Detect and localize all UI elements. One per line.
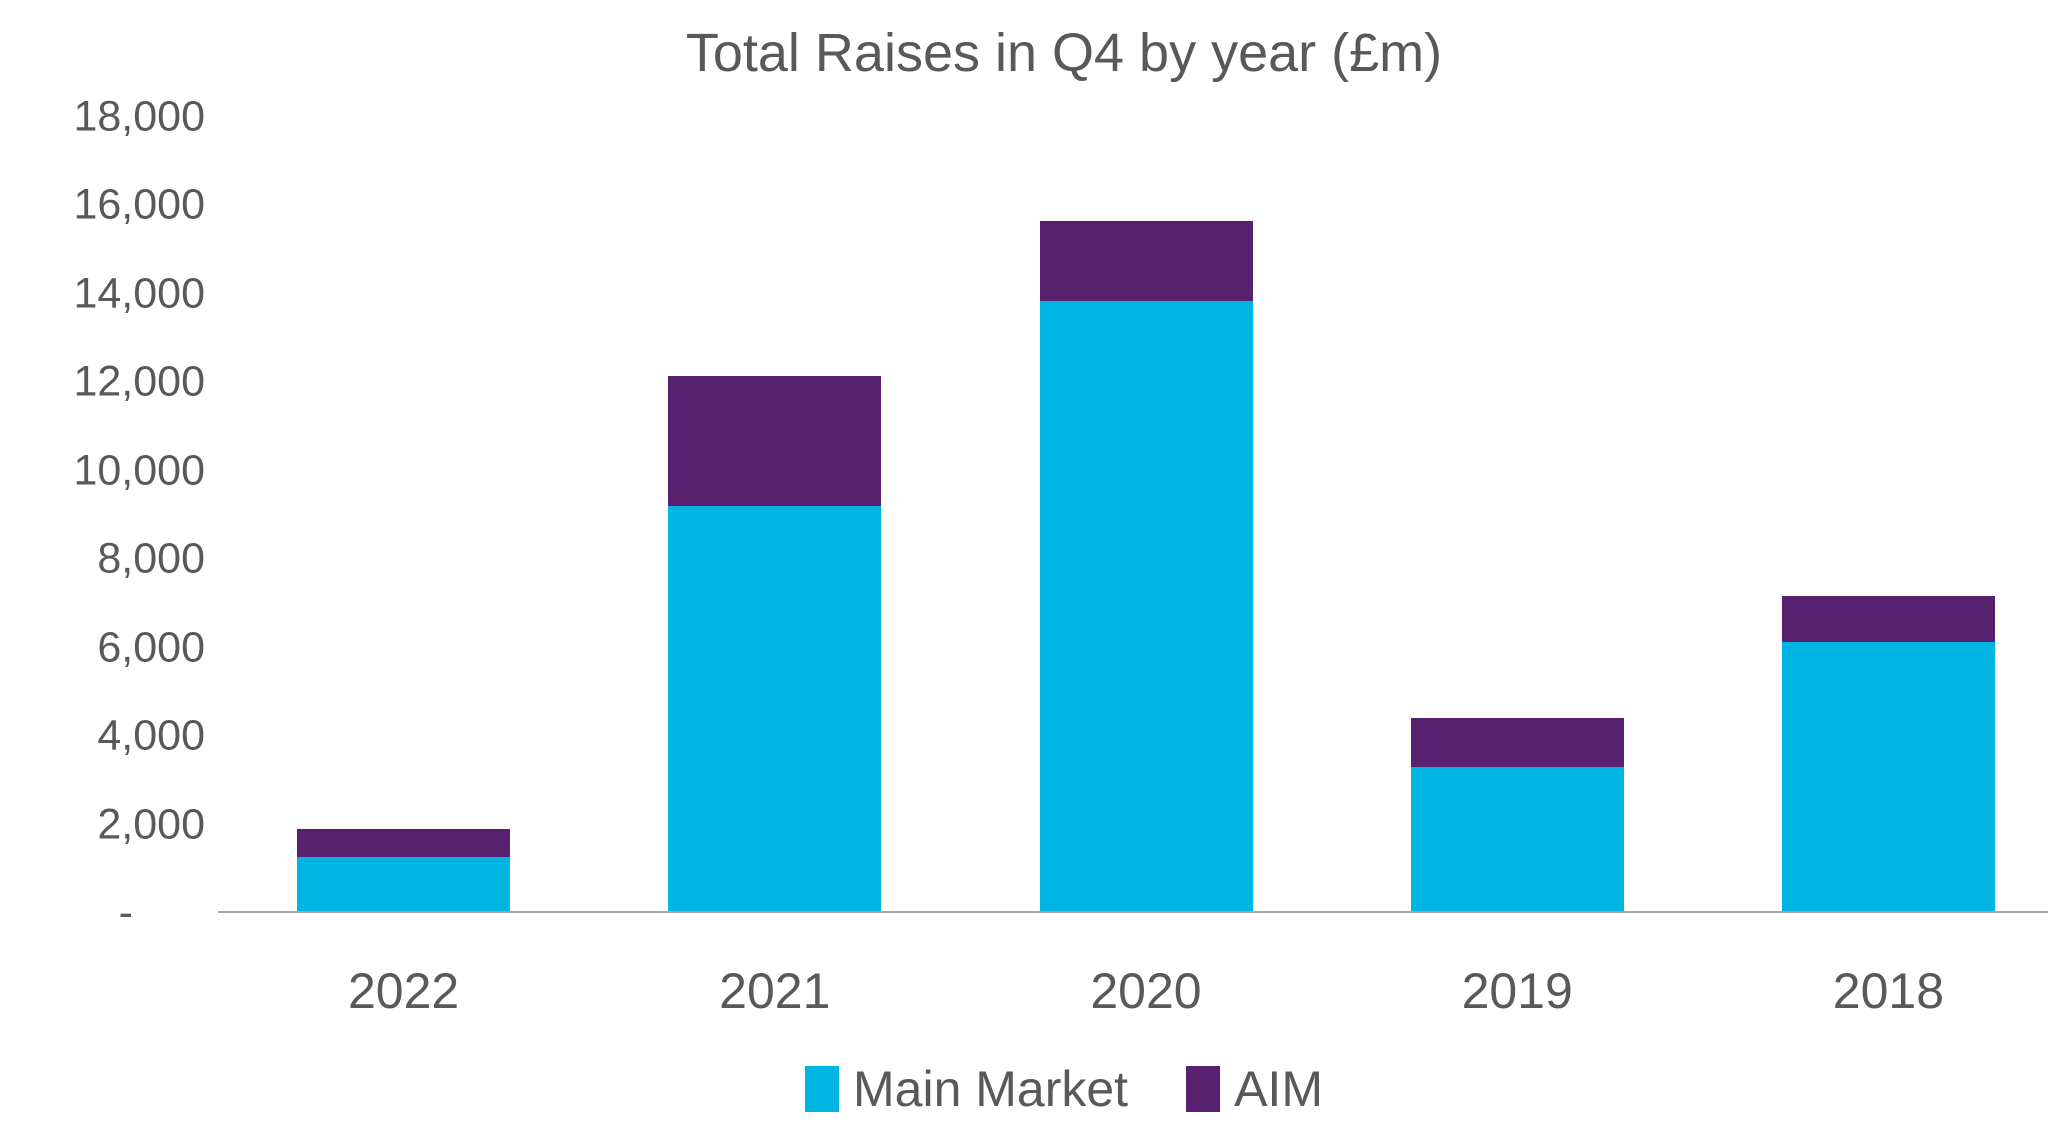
bar-segment-2022-main-market bbox=[297, 856, 511, 913]
bar-segment-2020-main-market bbox=[1039, 300, 1253, 913]
legend-item-main-market: Main Market bbox=[805, 1062, 1128, 1116]
bar-segment-2019-aim bbox=[1410, 718, 1624, 768]
legend-label-aim: AIM bbox=[1234, 1061, 1323, 1117]
y-tick-label-6000: 6,000 bbox=[97, 623, 205, 672]
y-tick-label-2000: 2,000 bbox=[97, 800, 205, 849]
plot-area bbox=[218, 117, 2048, 913]
y-tick-label-16000: 16,000 bbox=[73, 180, 205, 229]
legend-item-aim: AIM bbox=[1186, 1062, 1323, 1116]
bar-2018 bbox=[1781, 117, 1995, 913]
y-tick-label-12000: 12,000 bbox=[73, 357, 205, 406]
y-tick-label-4000: 4,000 bbox=[97, 711, 205, 760]
y-tick-label-10000: 10,000 bbox=[73, 446, 205, 495]
y-tick-label-0: - bbox=[118, 888, 133, 937]
legend-swatch-aim-icon bbox=[1186, 1066, 1221, 1112]
bar-segment-2021-aim bbox=[668, 375, 882, 507]
y-tick-label-18000: 18,000 bbox=[73, 92, 205, 141]
x-axis-label-2020: 2020 bbox=[1090, 963, 1202, 1019]
bar-2019 bbox=[1410, 117, 1624, 913]
bar-2021 bbox=[668, 117, 882, 913]
bar-segment-2021-main-market bbox=[668, 506, 882, 913]
bar-2020 bbox=[1039, 117, 1253, 913]
chart-title: Total Raises in Q4 by year (£m) bbox=[685, 23, 1443, 83]
y-tick-label-14000: 14,000 bbox=[73, 269, 205, 318]
x-axis-label-2018: 2018 bbox=[1832, 963, 1944, 1019]
bar-segment-2018-main-market bbox=[1781, 641, 1995, 913]
x-axis-label-2021: 2021 bbox=[719, 963, 831, 1019]
bar-segment-2022-aim bbox=[297, 828, 511, 857]
x-axis-label-2022: 2022 bbox=[347, 963, 460, 1019]
bar-segment-2020-aim bbox=[1039, 220, 1253, 301]
x-axis-label-2019: 2019 bbox=[1461, 963, 1573, 1019]
bar-segment-2019-main-market bbox=[1410, 767, 1624, 913]
chart-legend: Main Market AIM bbox=[218, 1062, 1910, 1116]
legend-swatch-main-market-icon bbox=[805, 1066, 839, 1112]
y-axis-tick-labels: 18,000 16,000 14,000 12,000 10,000 8,000 6,000… bbox=[0, 95, 205, 934]
legend-label-main-market: Main Market bbox=[853, 1061, 1129, 1117]
bar-2022 bbox=[297, 117, 511, 913]
x-axis-labels: 2022 2021 2020 2019 2018 bbox=[218, 960, 2048, 1030]
bar-segment-2018-aim bbox=[1781, 595, 1995, 642]
y-tick-label-8000: 8,000 bbox=[97, 534, 205, 583]
x-axis-line bbox=[218, 911, 2048, 913]
